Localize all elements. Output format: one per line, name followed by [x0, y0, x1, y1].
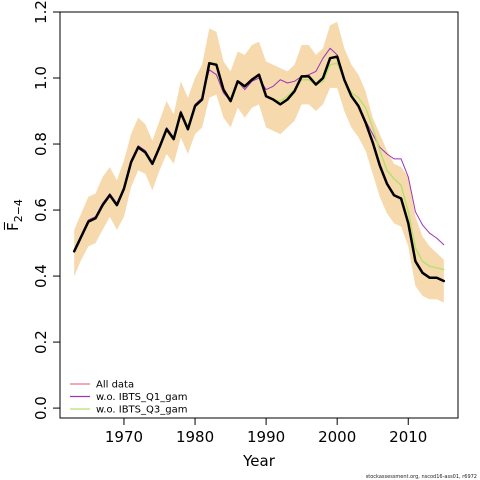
x-tick-label: 1970: [105, 428, 143, 446]
confidence-band: [74, 21, 444, 303]
legend-label-1: w.o. IBTS_Q1_gam: [96, 392, 187, 403]
x-axis: 1970 1980 1990 2000 2010: [105, 418, 427, 446]
y-tick-label: 0.2: [32, 330, 50, 354]
x-tick-label: 2000: [318, 428, 356, 446]
y-axis-title-main: F̅: [3, 221, 22, 231]
y-tick-label: 0.6: [32, 198, 50, 222]
confidence-band-layer: [74, 21, 444, 303]
legend-label-2: w.o. IBTS_Q3_gam: [96, 405, 187, 416]
y-axis-title: F̅2−4: [3, 199, 25, 231]
y-tick-label: 0.8: [32, 132, 50, 156]
plot-frame: [59, 11, 459, 419]
y-axis-title-subscript: 2−4: [12, 199, 25, 222]
y-tick-label: 1.0: [32, 66, 50, 90]
x-tick-label: 1980: [176, 428, 214, 446]
series-line-3: [72, 55, 446, 283]
credit-text: stockassessment.org, nscod16-ass01, r697…: [366, 474, 477, 480]
y-tick-label: 1.2: [32, 0, 50, 24]
x-tick-label: 1990: [247, 428, 285, 446]
y-tick-label: 0.0: [32, 396, 50, 420]
legend-label-0: All data: [96, 380, 134, 391]
x-tick-label: 2010: [389, 428, 427, 446]
y-tick-label: 0.4: [32, 264, 50, 288]
series-layer: [72, 47, 446, 283]
x-axis-title: Year: [242, 452, 276, 470]
y-axis: 0.0 0.2 0.4 0.6 0.8 1.0 1.2: [32, 0, 60, 420]
